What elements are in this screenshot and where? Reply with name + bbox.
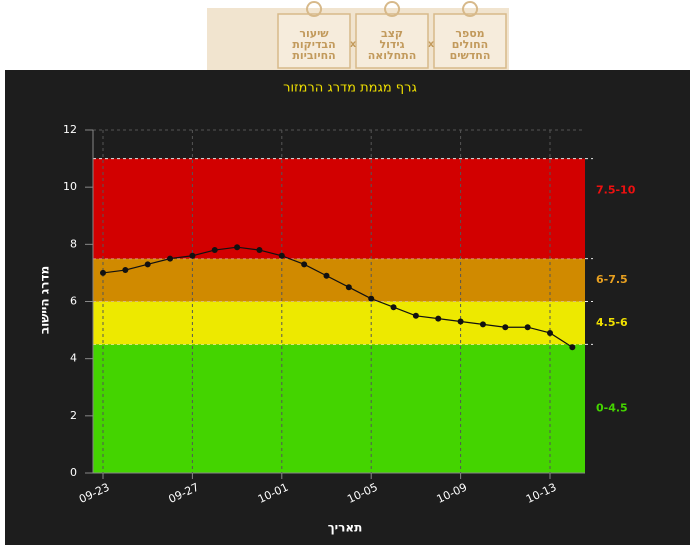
point — [211, 247, 218, 254]
point — [524, 324, 531, 331]
y-tick-label: 6 — [70, 295, 77, 308]
point — [390, 304, 397, 311]
point — [412, 312, 419, 319]
band — [93, 258, 585, 302]
banner-card — [355, 13, 429, 69]
y-tick-label: 8 — [70, 237, 77, 250]
point — [569, 344, 576, 351]
point — [502, 324, 509, 331]
point — [323, 272, 330, 279]
band-label: 7.5-10 — [596, 184, 636, 197]
point — [457, 318, 464, 325]
banner-text: מספר — [455, 27, 484, 40]
point — [547, 329, 553, 336]
band-label: 6-7.5 — [596, 273, 628, 286]
x-axis-label: תאריך — [328, 521, 363, 535]
point — [189, 252, 196, 259]
y-tick-label: 2 — [70, 409, 77, 422]
band-label: 4.5-6 — [596, 316, 628, 329]
point — [368, 295, 375, 302]
band-label: 0-4.5 — [596, 402, 628, 415]
banner-text: החולים — [452, 38, 488, 51]
banner-text: החדשים — [450, 49, 491, 62]
banner-text: הבדיקות — [292, 38, 335, 51]
pin-icon — [462, 1, 479, 17]
banner-card — [277, 13, 351, 69]
point — [278, 252, 285, 259]
y-tick-label: 0 — [70, 466, 77, 479]
band — [93, 158, 585, 259]
banner-card — [433, 13, 507, 69]
y-tick-label: 4 — [70, 352, 77, 365]
y-tick-label: 10 — [63, 180, 77, 193]
point — [100, 269, 106, 276]
chart-title: גרף מגמת מדרג הרמזור — [283, 81, 417, 96]
pin-icon — [384, 1, 401, 17]
banner-text: התחלואה — [368, 49, 417, 62]
y-tick-label: 12 — [63, 123, 77, 136]
banner-text: גידול — [379, 38, 404, 51]
point — [167, 255, 174, 262]
point — [122, 267, 129, 274]
pin-icon — [306, 1, 323, 17]
banner-text: שיעור — [299, 27, 329, 40]
banner-text: קצב — [381, 27, 403, 40]
point — [435, 315, 442, 322]
banner-separator: x — [350, 39, 357, 50]
point — [234, 244, 241, 251]
band — [93, 344, 585, 473]
band — [93, 301, 585, 345]
banner-separator: x — [428, 39, 435, 50]
point — [144, 261, 151, 268]
point — [345, 284, 352, 291]
y-axis-label: מדרג היישוב — [38, 266, 52, 334]
banner-text: החיוביות — [292, 49, 335, 62]
point — [301, 261, 308, 268]
point — [479, 321, 486, 328]
line — [102, 246, 573, 348]
point — [256, 247, 263, 254]
